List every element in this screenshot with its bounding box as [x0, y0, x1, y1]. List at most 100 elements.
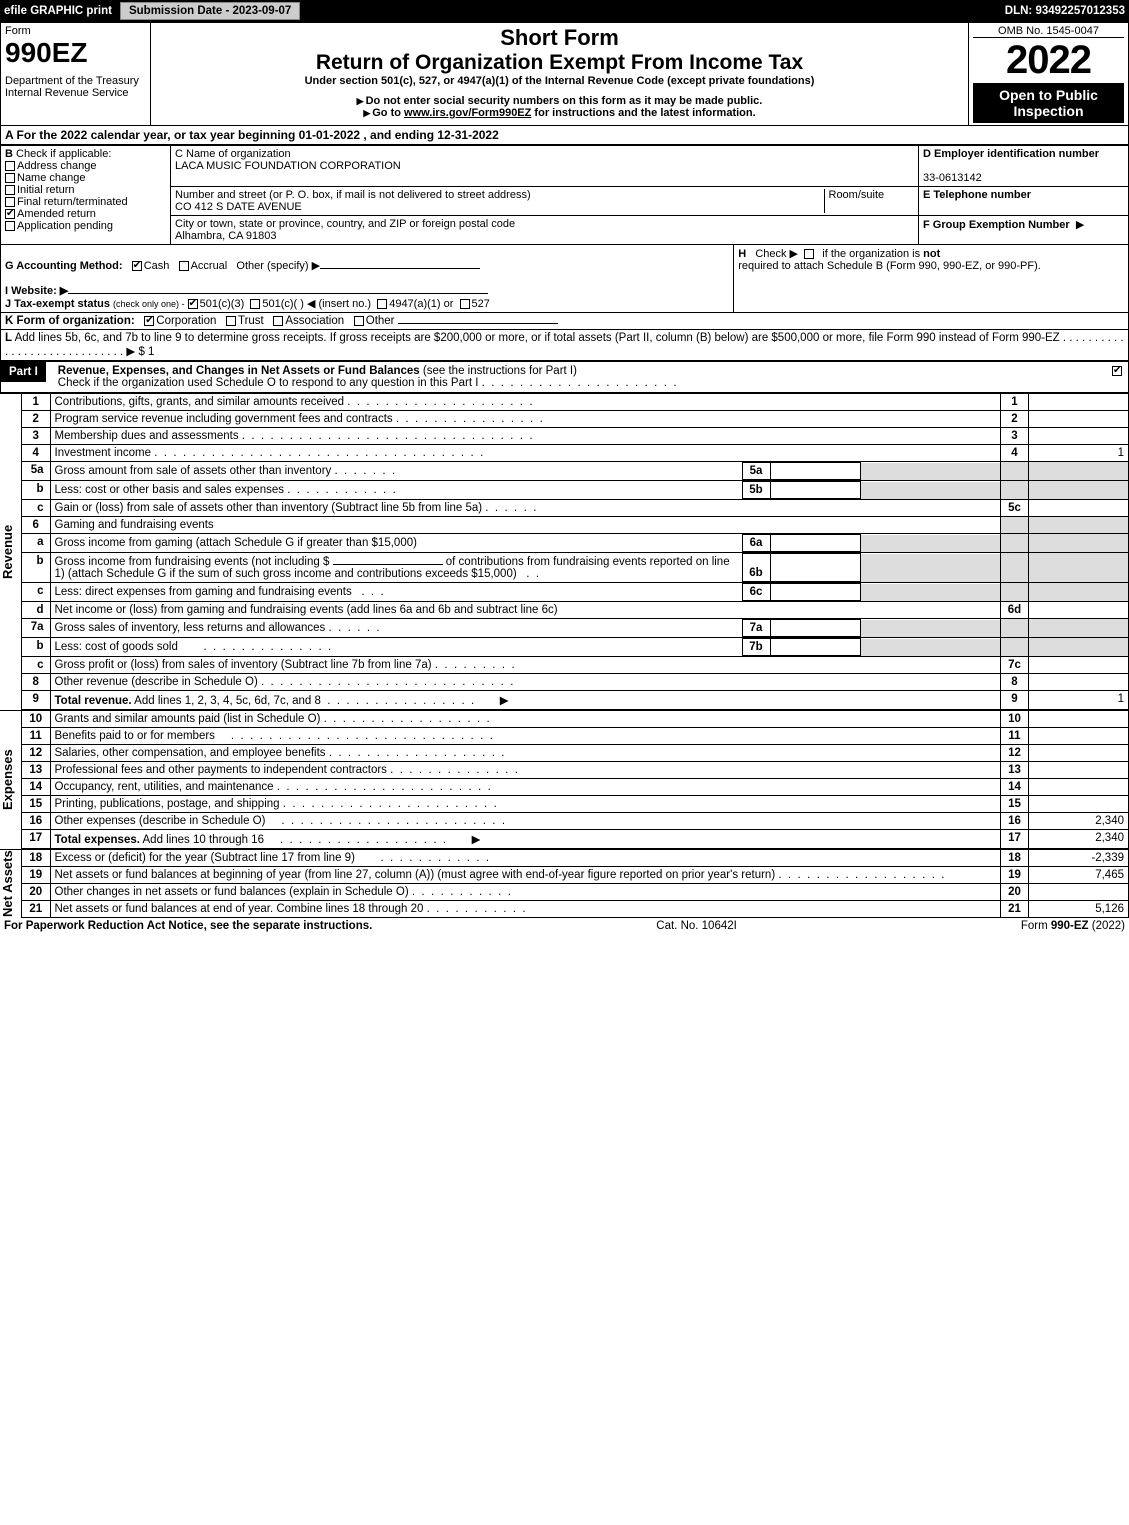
- h-check: Check ▶: [755, 248, 798, 260]
- line-2-desc: Program service revenue including govern…: [55, 413, 393, 425]
- section-h: H Check ▶ if the organization is not req…: [734, 245, 1129, 313]
- line-6a-num: 6a: [742, 535, 770, 552]
- j-insert: (insert no.): [319, 298, 372, 310]
- checkbox-527[interactable]: [460, 299, 470, 309]
- line-5a-num: 5a: [742, 463, 770, 480]
- org-name: LACA MUSIC FOUNDATION CORPORATION: [175, 160, 401, 172]
- g-accrual: Accrual: [191, 260, 228, 272]
- checkbox-501c[interactable]: [250, 299, 260, 309]
- form-number: 990EZ: [5, 37, 146, 69]
- checkbox-other-org[interactable]: [354, 316, 364, 326]
- f-arrow: ▶: [1076, 219, 1084, 231]
- line-6d: dNet income or (loss) from gaming and fu…: [22, 602, 1129, 619]
- checkbox-trust[interactable]: [226, 316, 236, 326]
- goto-notice: Go to www.irs.gov/Form990EZ for instruct…: [155, 107, 964, 119]
- part-i-title: Revenue, Expenses, and Changes in Net As…: [54, 362, 1108, 392]
- line-21: 21Net assets or fund balances at end of …: [22, 901, 1129, 918]
- open-inspection: Open to Public Inspection: [973, 83, 1124, 123]
- section-l: L Add lines 5b, 6c, and 7b to line 9 to …: [0, 330, 1129, 361]
- h-not: not: [923, 248, 940, 260]
- part-i-instr: (see the instructions for Part I): [423, 365, 577, 377]
- line-6c-desc: Less: direct expenses from gaming and fu…: [55, 586, 352, 598]
- checkbox-part-i-schedule-o[interactable]: [1112, 366, 1122, 376]
- line-11-desc: Benefits paid to or for members: [55, 730, 215, 742]
- line-5b-num: 5b: [742, 482, 770, 499]
- line-15-val: [1029, 796, 1129, 813]
- checkbox-initial-return[interactable]: [5, 185, 15, 195]
- line-5c-desc: Gain or (loss) from sale of assets other…: [55, 502, 483, 514]
- irs-link[interactable]: www.irs.gov/Form990EZ: [404, 107, 531, 119]
- revenue-table: 1Contributions, gifts, grants, and simil…: [22, 393, 1129, 710]
- f-label: F Group Exemption Number: [923, 219, 1070, 231]
- room-label: Room/suite: [829, 189, 885, 201]
- checkbox-address-change[interactable]: [5, 161, 15, 171]
- org-info-table: B Check if applicable: Address change Na…: [0, 145, 1129, 245]
- k-corp: Corporation: [156, 315, 216, 327]
- line-2: 2Program service revenue including gover…: [22, 411, 1129, 428]
- line-6c: c Less: direct expenses from gaming and …: [22, 583, 1129, 602]
- netassets-side-label: Net Assets: [0, 849, 22, 918]
- line-18: 18Excess or (deficit) for the year (Subt…: [22, 850, 1129, 867]
- line-7b-num: 7b: [742, 639, 770, 656]
- line-15: 15Printing, publications, postage, and s…: [22, 796, 1129, 813]
- checkbox-accrual[interactable]: [179, 261, 189, 271]
- line-11-val: [1029, 728, 1129, 745]
- line-12-desc: Salaries, other compensation, and employ…: [55, 747, 326, 759]
- line-6b-desc: Gross income from fundraising events (no…: [55, 556, 330, 568]
- checkbox-corp[interactable]: [144, 316, 154, 326]
- line-10-desc: Grants and similar amounts paid (list in…: [55, 713, 321, 725]
- line-18-val: -2,339: [1029, 850, 1129, 867]
- line-13: 13Professional fees and other payments t…: [22, 762, 1129, 779]
- line-5c-val: [1029, 500, 1129, 517]
- line-17-val: 2,340: [1029, 830, 1129, 849]
- checkbox-name-change[interactable]: [5, 173, 15, 183]
- line-14-val: [1029, 779, 1129, 796]
- line-10: 10Grants and similar amounts paid (list …: [22, 711, 1129, 728]
- checkbox-4947[interactable]: [377, 299, 387, 309]
- checkbox-h[interactable]: [804, 249, 814, 259]
- line-21-val: 5,126: [1029, 901, 1129, 918]
- j-527: 527: [472, 298, 490, 310]
- checkbox-amended-return[interactable]: [5, 209, 15, 219]
- b-item-initial: Initial return: [17, 184, 74, 196]
- dln-label: DLN: 93492257012353: [1005, 5, 1125, 17]
- k-other: Other: [366, 315, 395, 327]
- line-20-desc: Other changes in net assets or fund bala…: [55, 886, 409, 898]
- line-6b-num: 6b: [742, 554, 770, 582]
- line-5b: b Less: cost or other basis and sales ex…: [22, 481, 1129, 500]
- b-item-name: Name change: [17, 172, 86, 184]
- line-16-desc: Other expenses (describe in Schedule O): [55, 815, 266, 827]
- line-7b-desc: Less: cost of goods sold: [55, 641, 178, 653]
- l-label: L: [5, 332, 12, 344]
- j-label: J Tax-exempt status: [5, 298, 110, 310]
- line-12: 12Salaries, other compensation, and empl…: [22, 745, 1129, 762]
- checkbox-final-return[interactable]: [5, 197, 15, 207]
- section-c-name: C Name of organization LACA MUSIC FOUNDA…: [171, 146, 919, 187]
- line-16: 16Other expenses (describe in Schedule O…: [22, 813, 1129, 830]
- page-footer: For Paperwork Reduction Act Notice, see …: [0, 918, 1129, 934]
- line-4-desc: Investment income: [55, 447, 152, 459]
- d-label: D Employer identification number: [923, 148, 1099, 160]
- b-item-final: Final return/terminated: [17, 196, 128, 208]
- checkbox-501c3[interactable]: [188, 299, 198, 309]
- b-item-amended: Amended return: [17, 208, 96, 220]
- form-header: Form 990EZ Department of the Treasury In…: [0, 22, 1129, 126]
- checkbox-assoc[interactable]: [273, 316, 283, 326]
- line-1-val: [1029, 394, 1129, 411]
- e-label: E Telephone number: [923, 189, 1031, 201]
- footer-left: For Paperwork Reduction Act Notice, see …: [4, 920, 372, 932]
- checkbox-application-pending[interactable]: [5, 221, 15, 231]
- line-9-desc2: Add lines 1, 2, 3, 4, 5c, 6d, 7c, and 8: [132, 695, 321, 707]
- checkbox-cash[interactable]: [132, 261, 142, 271]
- c-label: C Name of organization: [175, 148, 291, 160]
- j-sub: (check only one) -: [113, 299, 185, 309]
- line-6a: a Gross income from gaming (attach Sched…: [22, 534, 1129, 553]
- j-4947: 4947(a)(1) or: [389, 298, 453, 310]
- g-other: Other (specify) ▶: [236, 260, 320, 272]
- line-8-val: [1029, 674, 1129, 691]
- line-7c: cGross profit or (loss) from sales of in…: [22, 657, 1129, 674]
- top-bar: efile GRAPHIC print Submission Date - 20…: [0, 0, 1129, 22]
- line-18-desc: Excess or (deficit) for the year (Subtra…: [55, 852, 355, 864]
- line-20-val: [1029, 884, 1129, 901]
- line-19: 19Net assets or fund balances at beginni…: [22, 867, 1129, 884]
